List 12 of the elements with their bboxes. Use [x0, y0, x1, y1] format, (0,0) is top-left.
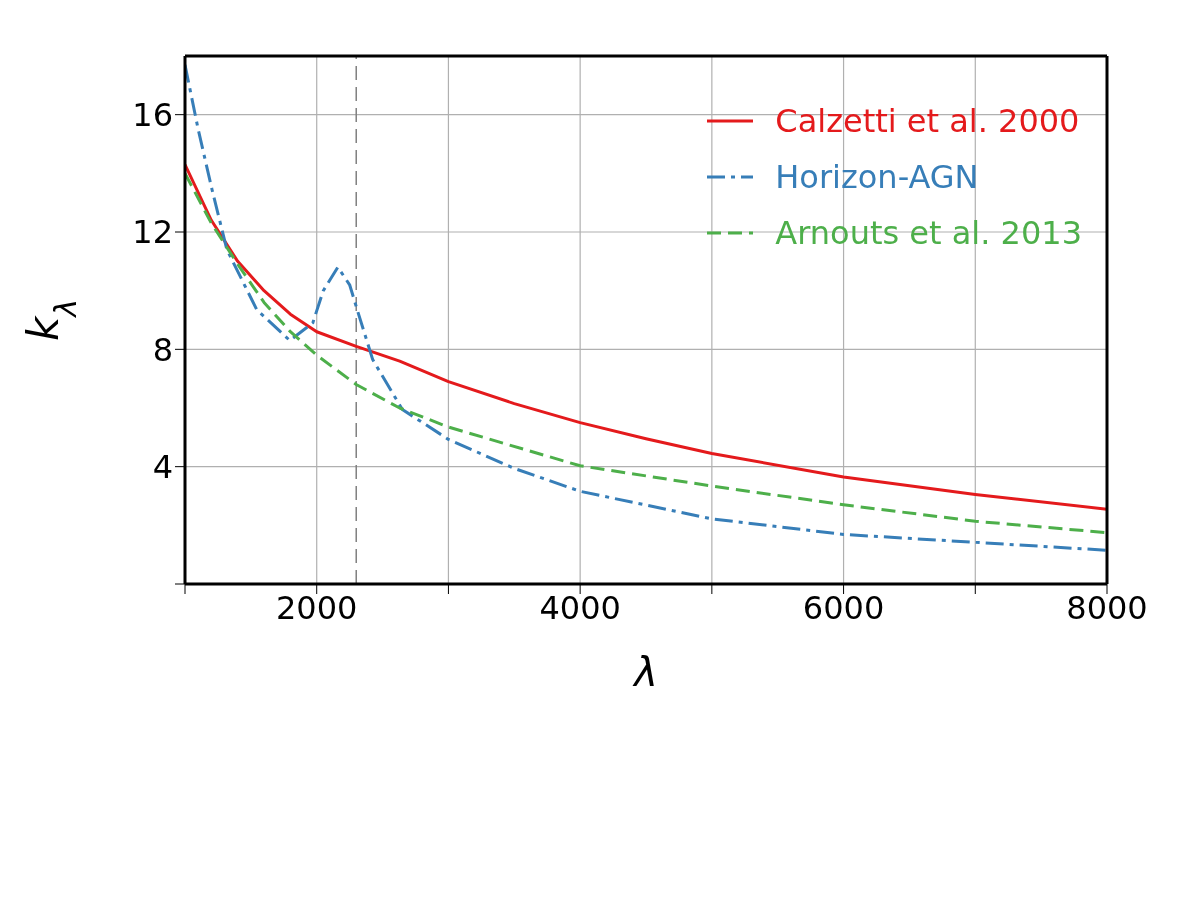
y-tick-label: 4: [152, 448, 173, 487]
x-tick-label: 8000: [1066, 588, 1148, 627]
x-axis-title: λ: [632, 649, 658, 695]
y-tick-label: 8: [152, 330, 173, 369]
x-tick-label: 2000: [276, 588, 358, 627]
legend-label: Horizon-AGN: [775, 158, 979, 196]
y-tick-label: 16: [132, 96, 173, 135]
legend-label: Calzetti et al. 2000: [775, 102, 1080, 140]
x-tick-label: 6000: [802, 588, 885, 627]
legend-label: Arnouts et al. 2013: [775, 214, 1082, 252]
x-tick-label: 4000: [539, 588, 621, 627]
y-tick-label: 12: [132, 213, 173, 252]
